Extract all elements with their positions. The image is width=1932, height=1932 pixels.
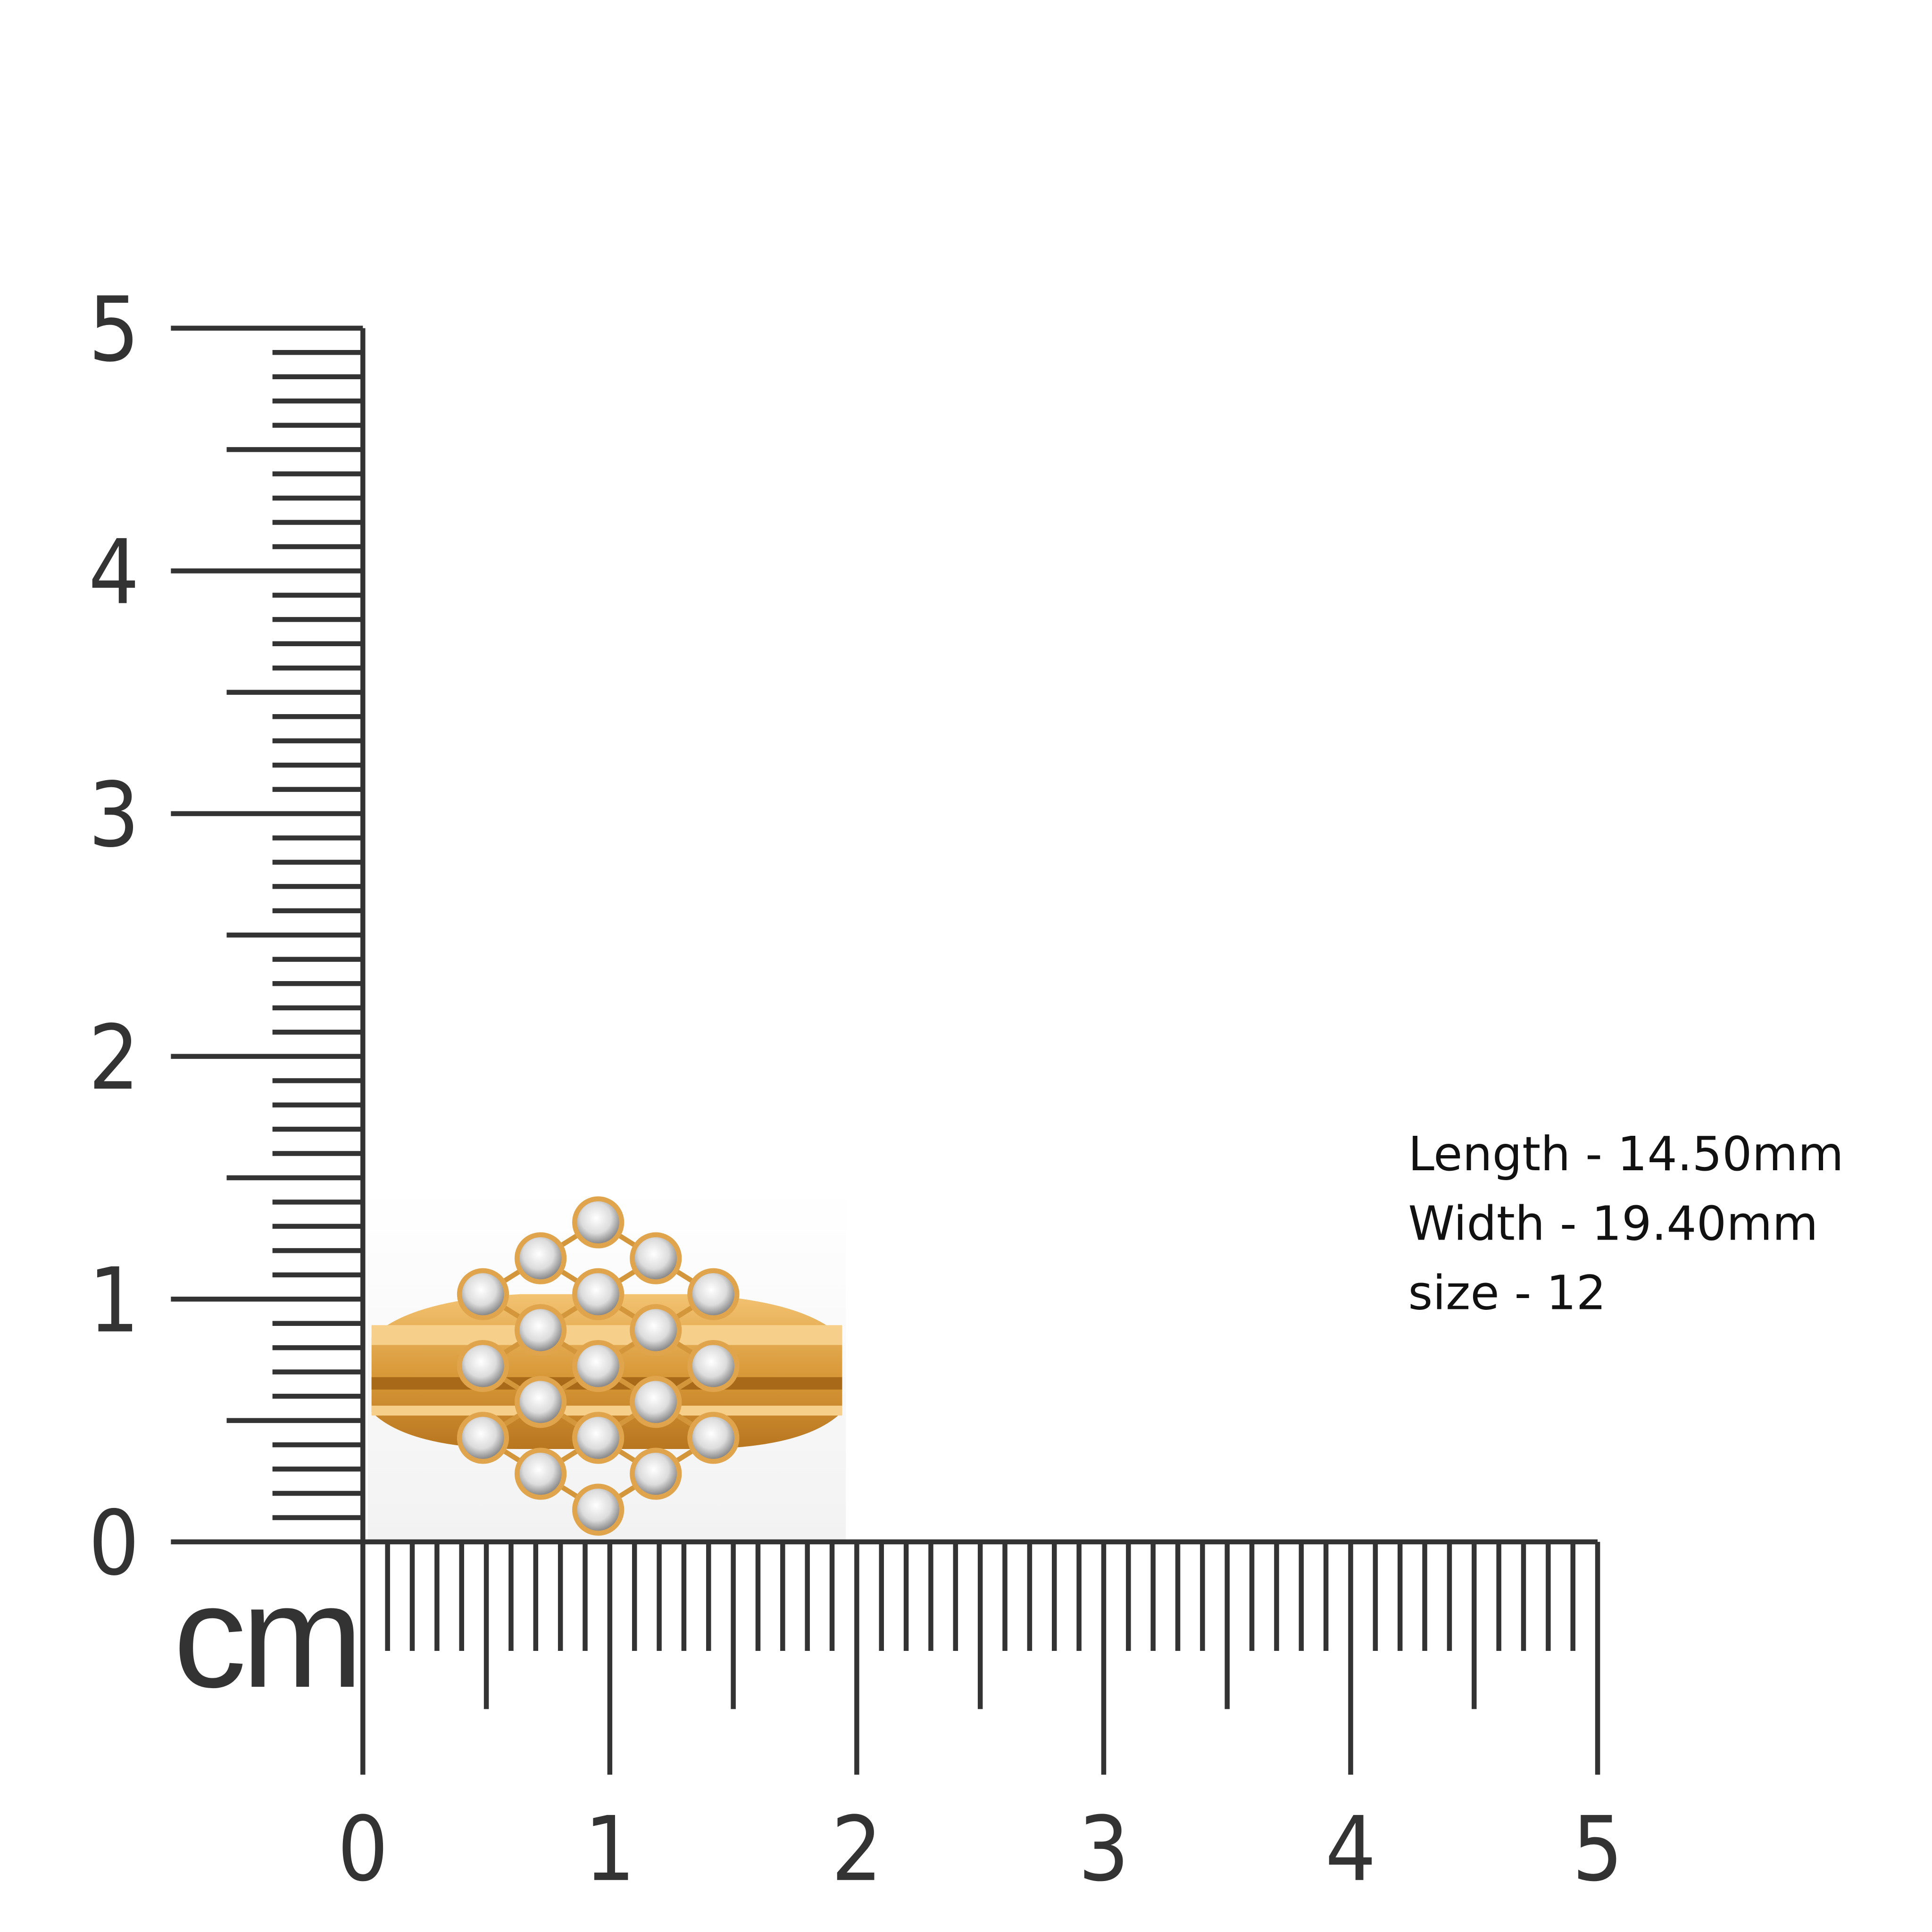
diamond <box>577 1273 619 1316</box>
diamond <box>519 1452 562 1495</box>
diamond <box>634 1381 677 1423</box>
vertical-ruler-label: 0 <box>88 1491 139 1595</box>
diamond <box>634 1237 677 1280</box>
vertical-ruler-label: 5 <box>88 278 139 382</box>
diamond <box>692 1345 735 1387</box>
vertical-ruler-label: 3 <box>88 763 139 867</box>
diamond <box>462 1416 504 1459</box>
horizontal-ruler-label: 1 <box>584 1798 635 1901</box>
horizontal-ruler-label: 5 <box>1572 1798 1623 1901</box>
diamond <box>634 1309 677 1351</box>
diamond <box>519 1309 562 1351</box>
diamond <box>462 1273 504 1316</box>
diamond <box>519 1381 562 1423</box>
diamond <box>634 1452 677 1495</box>
diamond <box>577 1201 619 1244</box>
horizontal-ruler-label: 4 <box>1325 1798 1376 1901</box>
vertical-ruler-label: 4 <box>88 521 139 625</box>
spec-size: size - 12 <box>1408 1265 1606 1320</box>
ring <box>367 1189 846 1542</box>
diamond <box>692 1273 735 1316</box>
diamond <box>692 1416 735 1459</box>
unit-label: cm <box>174 1555 358 1718</box>
diamond <box>577 1489 619 1531</box>
vertical-ruler-label: 2 <box>88 1006 139 1110</box>
diamond <box>577 1345 619 1387</box>
spec-width: Width - 19.40mm <box>1408 1196 1818 1251</box>
diamond <box>519 1237 562 1280</box>
horizontal-ruler-label: 3 <box>1078 1798 1129 1901</box>
horizontal-ruler-label: 0 <box>337 1798 388 1901</box>
diamond <box>462 1345 504 1387</box>
spec-length: Length - 14.50mm <box>1408 1126 1844 1182</box>
horizontal-ruler-label: 2 <box>831 1798 882 1901</box>
vertical-ruler-label: 1 <box>88 1249 139 1353</box>
diamond <box>577 1416 619 1459</box>
